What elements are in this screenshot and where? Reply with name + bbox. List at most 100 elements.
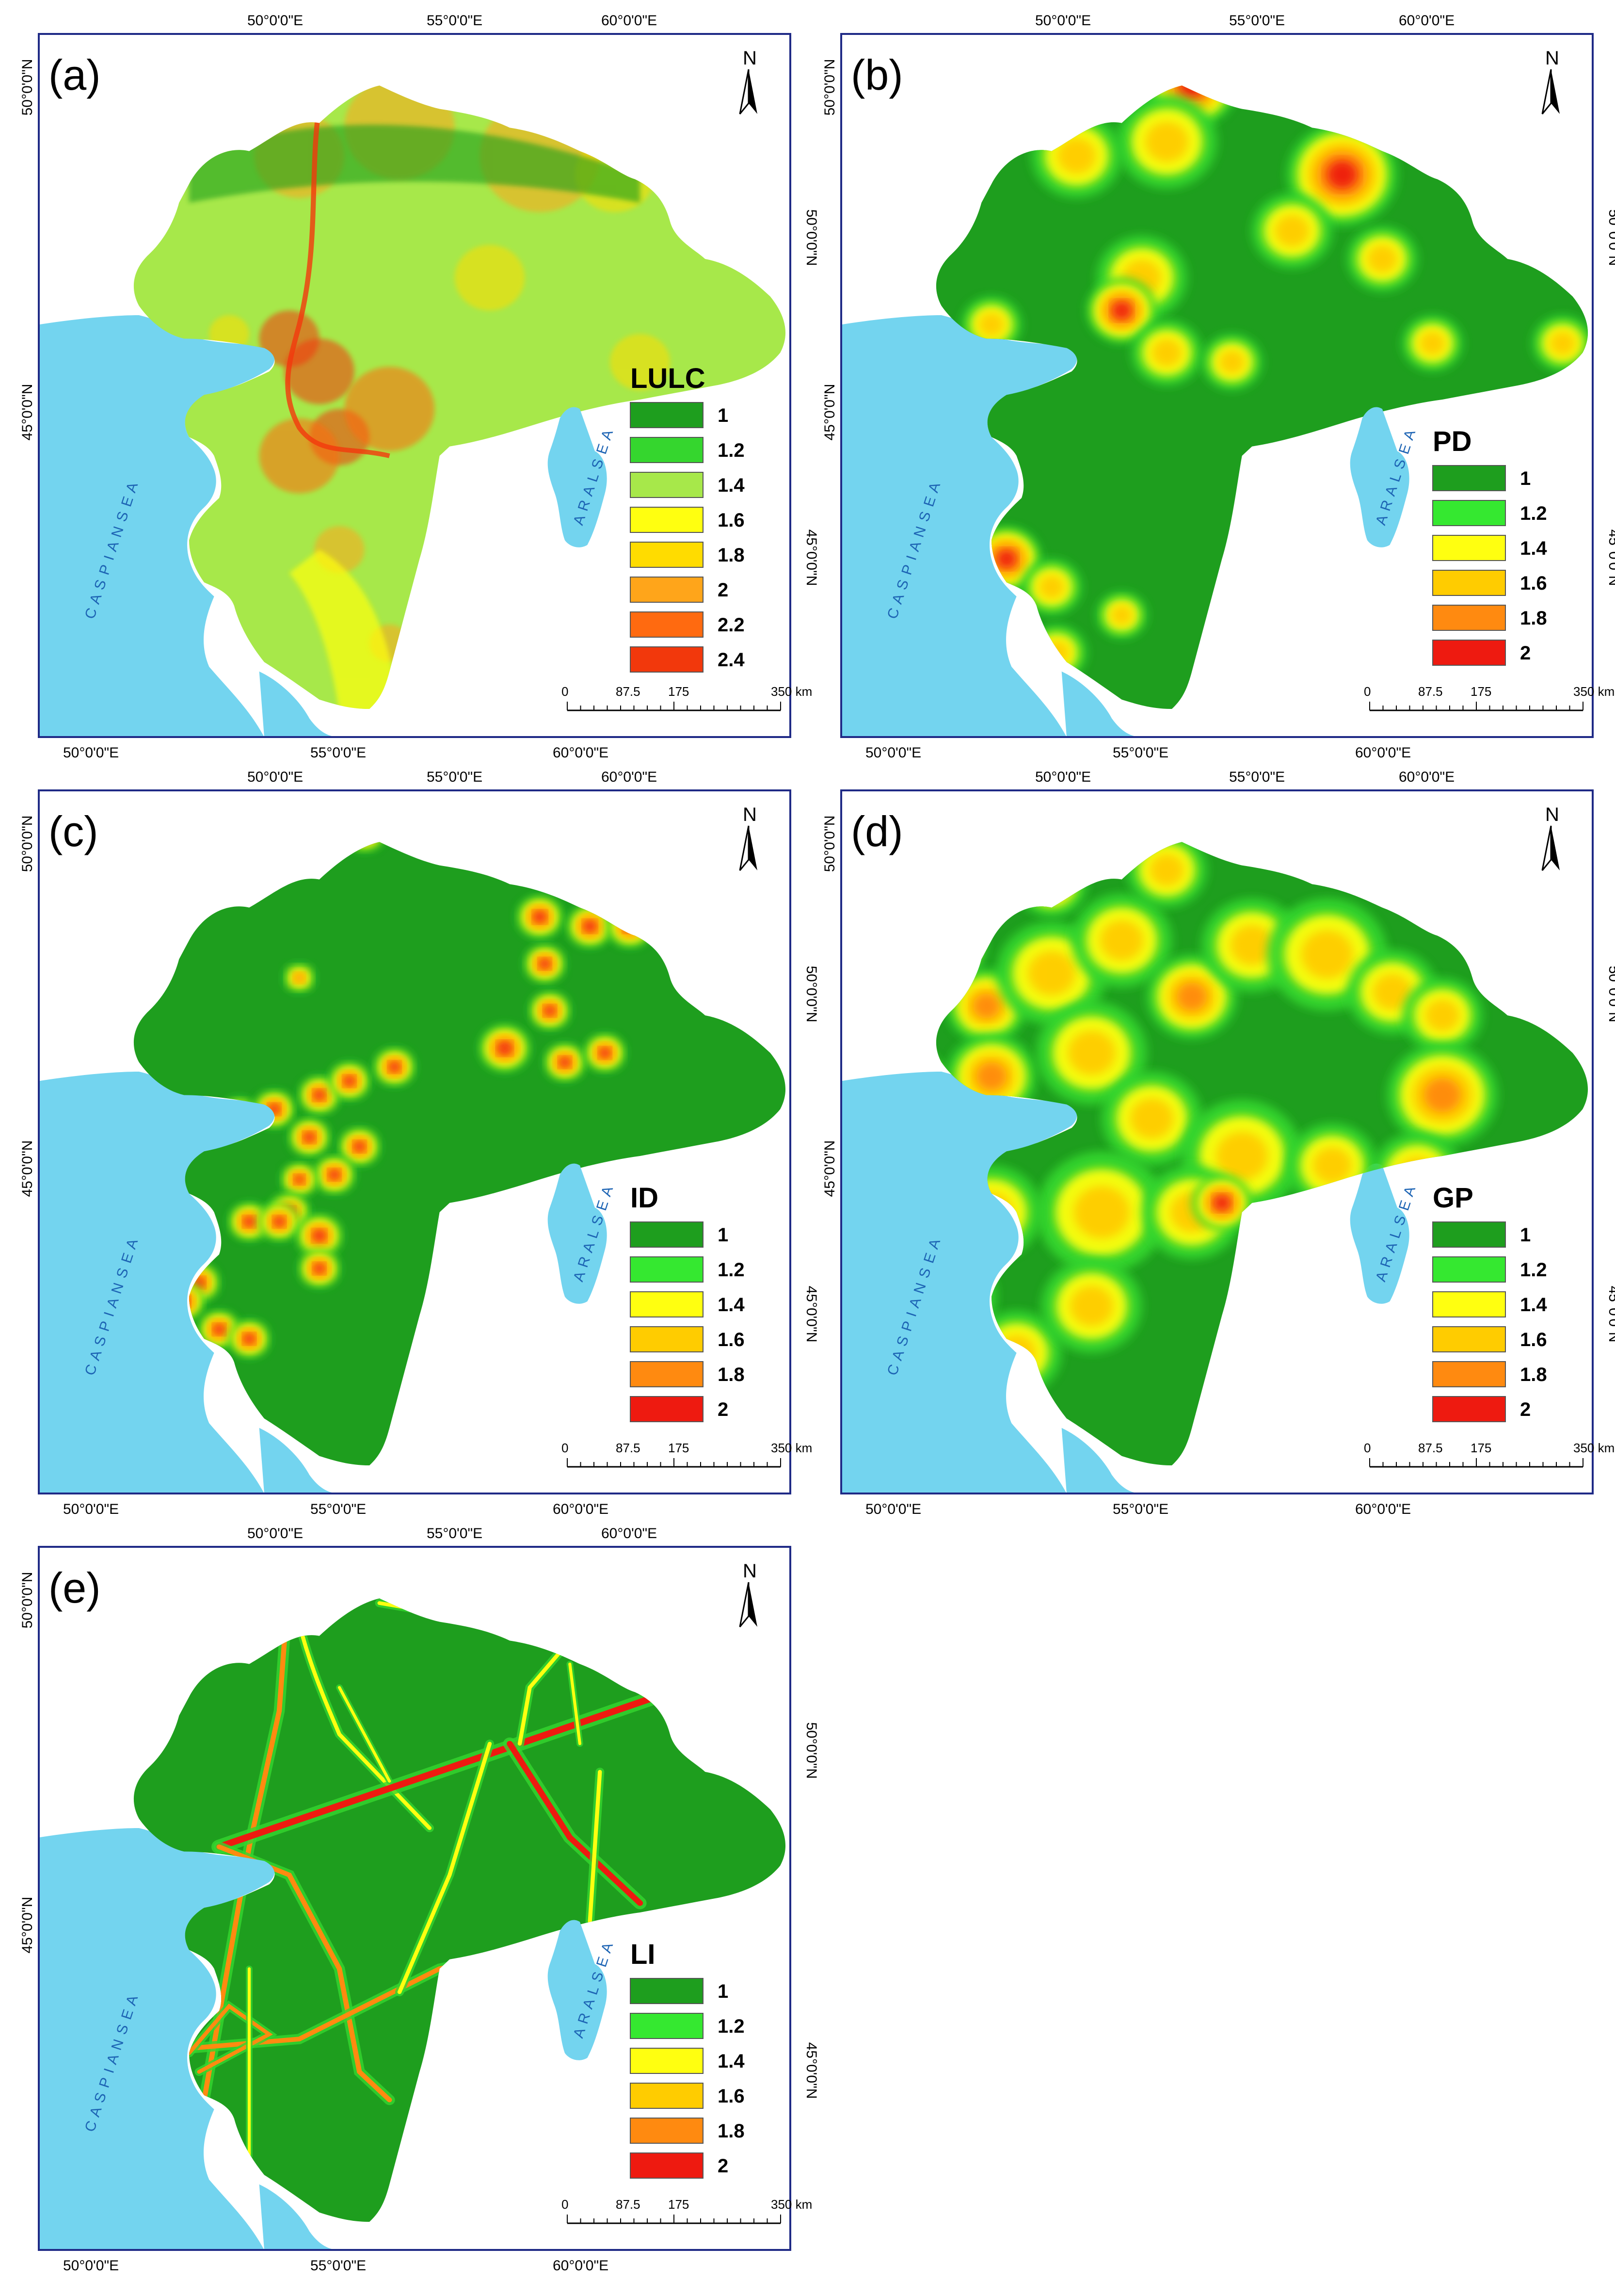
lat-label-right: 45°0'0"N (803, 2042, 819, 2099)
legend-value: 1.2 (1520, 503, 1547, 524)
lon-label-bottom: 55°0'0"E (310, 745, 366, 761)
lat-label-left: 45°0'0"N (822, 1140, 838, 1197)
panel-label: (e) (48, 1564, 101, 1612)
legend-title: LI (630, 1939, 656, 1970)
legend-value: 1.8 (1520, 1364, 1547, 1385)
road-line (517, 1638, 572, 1746)
legend-value: 2 (718, 579, 728, 601)
lat-label-right: 45°0'0"N (803, 1286, 819, 1343)
legend-value: 2 (718, 1399, 728, 1420)
svg-text:N: N (743, 48, 757, 69)
legend-value: 1.4 (718, 475, 745, 496)
lat-label-right: 50°0'0"N (1606, 966, 1615, 1023)
legend-swatch (1432, 465, 1506, 491)
legend-swatch (630, 2013, 704, 2039)
legend-swatch (630, 1978, 704, 2004)
lon-label-top: 55°0'0"E (427, 13, 482, 29)
scale-tick-label: 350 km (771, 2197, 812, 2212)
lat-label-left: 50°0'0"N (822, 59, 838, 116)
legend: LI 1 1.2 1.4 1.6 1.8 2 (630, 1939, 745, 2179)
lon-label-bottom: 50°0'0"E (63, 1501, 119, 1517)
legend-swatch (630, 402, 704, 428)
road-line (337, 1686, 391, 1783)
legend-value: 1.4 (1520, 538, 1547, 559)
caspian-sea (841, 1072, 1077, 1494)
scale-tick-label: 350 km (771, 1441, 812, 1455)
lat-label-left: 45°0'0"N (19, 1897, 35, 1954)
legend-swatch (1432, 1326, 1506, 1352)
aral-sea (547, 1920, 607, 2060)
lon-label-top: 50°0'0"E (247, 1525, 303, 1541)
legend: LULC 1 1.2 1.4 1.6 1.8 2 2.2 2.4 (630, 363, 745, 673)
scale-bar: 0 87.5 175 350 km (1364, 684, 1615, 711)
scale-tick-label: 87.5 (616, 684, 640, 699)
legend-swatch (1432, 1291, 1506, 1317)
scale-tick-label: 350 km (771, 684, 812, 699)
legend-swatch (630, 2083, 704, 2109)
aral-sea (547, 1163, 607, 1304)
lat-label-left: 50°0'0"N (822, 816, 838, 872)
legend-swatch (630, 1221, 704, 1248)
legend-swatch (1432, 500, 1506, 526)
lon-label-top: 50°0'0"E (247, 769, 303, 785)
legend-value: 1.8 (1520, 608, 1547, 629)
lat-label-left: 50°0'0"N (19, 1572, 35, 1629)
caspian-sea (39, 315, 275, 738)
scale-tick-label: 87.5 (616, 1441, 640, 1455)
legend-value: 1.2 (718, 1259, 745, 1281)
legend-value: 1 (718, 1981, 728, 2002)
legend-value: 1.8 (718, 1364, 745, 1385)
lat-label-left: 45°0'0"N (19, 384, 35, 441)
lat-label-right: 45°0'0"N (1606, 1286, 1615, 1343)
legend-value: 1 (1520, 1224, 1531, 1246)
panel-label: (a) (48, 51, 101, 99)
lon-label-top: 55°0'0"E (427, 1525, 482, 1541)
legend-value: 2 (718, 2155, 728, 2177)
lon-label-top: 50°0'0"E (1035, 769, 1091, 785)
map-frame (840, 789, 1594, 1494)
legend-value: 1.6 (1520, 1329, 1547, 1350)
lat-label-left: 45°0'0"N (822, 384, 838, 441)
legend-value: 2 (1520, 1399, 1531, 1420)
study-area (936, 85, 1588, 709)
lon-label-bottom: 50°0'0"E (865, 745, 921, 761)
legend-swatch (630, 1256, 704, 1283)
map-frame (38, 789, 791, 1494)
lon-label-top: 60°0'0"E (601, 769, 657, 785)
legend-swatch (630, 2152, 704, 2179)
map-frame (840, 33, 1594, 738)
study-area (133, 85, 786, 709)
legend-value: 2.2 (718, 614, 745, 636)
lon-label-bottom: 60°0'0"E (1355, 745, 1411, 761)
north-arrow-icon: N (1541, 804, 1560, 871)
legend-swatch (630, 1396, 704, 1422)
legend-value: 1.2 (718, 440, 745, 461)
lon-label-bottom: 60°0'0"E (1355, 1501, 1411, 1517)
lon-label-bottom: 55°0'0"E (310, 2258, 366, 2274)
lon-label-top: 55°0'0"E (427, 769, 482, 785)
scale-tick-label: 87.5 (1418, 1441, 1443, 1455)
lon-label-bottom: 55°0'0"E (1113, 1501, 1168, 1517)
legend-value: 1.6 (718, 1329, 745, 1350)
scale-bar: 0 87.5 175 350 km (561, 684, 812, 711)
lat-label-right: 45°0'0"N (803, 530, 819, 586)
scale-tick-label: 175 (1471, 1441, 1491, 1455)
lon-label-bottom: 55°0'0"E (310, 1501, 366, 1517)
map-frame (38, 1546, 791, 2251)
legend-swatch (1432, 1396, 1506, 1422)
scale-tick-label: 175 (1471, 684, 1491, 699)
legend-swatch (630, 2118, 704, 2144)
lon-label-bottom: 60°0'0"E (553, 1501, 608, 1517)
study-area (133, 1598, 786, 2222)
panel-label: (b) (851, 51, 903, 99)
scale-bar: 0 87.5 175 350 km (561, 2197, 812, 2224)
legend-value: 1 (718, 405, 728, 426)
legend-value: 1.8 (718, 545, 745, 566)
legend-value: 1.4 (1520, 1294, 1547, 1316)
lon-label-bottom: 50°0'0"E (63, 2258, 119, 2274)
legend: PD 1 1.2 1.4 1.6 1.8 2 (1432, 426, 1547, 666)
panel-label: (c) (48, 807, 98, 855)
lat-label-right: 50°0'0"N (803, 209, 819, 266)
map-panel-d: (d) NC A S P I A N S E AA R A L S E A GP11… (822, 769, 1615, 1517)
